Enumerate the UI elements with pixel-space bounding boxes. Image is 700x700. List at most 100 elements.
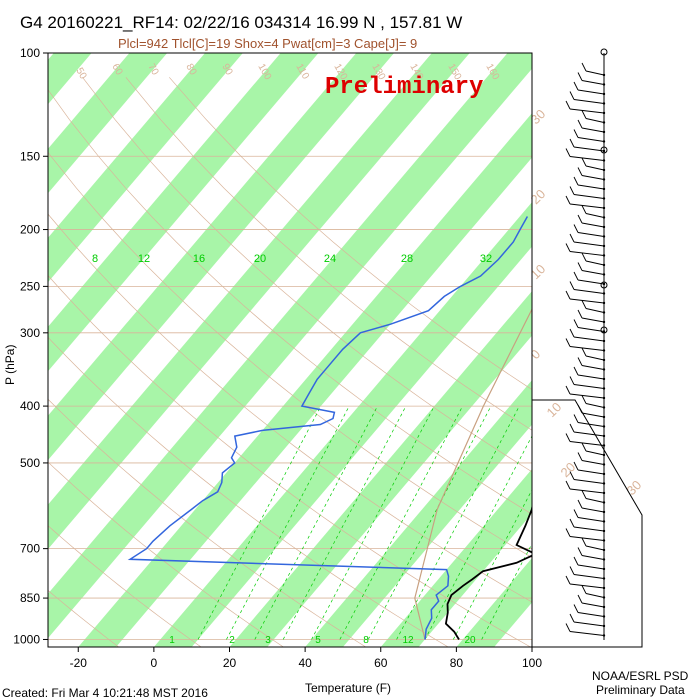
wind-barb-flag (573, 366, 579, 376)
wind-barb (585, 403, 605, 408)
wind-barb (585, 593, 605, 598)
wind-barb (573, 336, 605, 342)
mixing-ratio-line (311, 405, 435, 640)
wind-barb-flag (577, 357, 583, 366)
mixing-ratio-line (254, 405, 378, 640)
wind-station-dot (602, 453, 606, 457)
mixing-ratio-label: 32 (480, 253, 492, 265)
wind-station-dot (602, 349, 606, 352)
mixing-ratio-label: 28 (401, 253, 413, 265)
wind-barb-flag (581, 157, 587, 167)
x-tick-label: 40 (298, 656, 312, 670)
wind-barb-flag (573, 224, 579, 233)
y-tick-label: 100 (20, 46, 40, 60)
calm-wind-circle (600, 326, 608, 334)
wind-station-dot (602, 577, 606, 580)
wind-barb-flag (577, 309, 583, 319)
wind-barb-flag (569, 471, 575, 480)
dry-adiabat-line (48, 589, 119, 647)
wind-barb (573, 479, 605, 484)
wind-barb-flag (565, 100, 571, 110)
wind-barb (569, 583, 605, 589)
mixing-ratio-line (282, 405, 407, 640)
isotherm-label: 70 (145, 62, 160, 78)
dry-adiabat-line (48, 398, 366, 647)
mixing-ratio-label: 12 (402, 635, 414, 646)
wind-barb (585, 450, 605, 456)
dry-adiabat-line (48, 89, 532, 515)
wind-station-dot (602, 206, 606, 210)
wind-barb-flag (569, 233, 575, 243)
skew-isotherm-label: 20 (558, 459, 579, 480)
y-tick-label: 500 (20, 456, 40, 470)
wind-barb (577, 137, 605, 142)
wind-station-dot (602, 539, 606, 542)
wind-barb-flag (581, 585, 587, 594)
wind-barb (585, 165, 605, 171)
wind-barb (577, 469, 605, 475)
wind-barb (581, 222, 605, 228)
wind-barb-flag (573, 414, 579, 423)
wind-barb (569, 631, 605, 636)
isotherm-label: 80 (183, 62, 198, 78)
wind-station-dot (602, 263, 606, 267)
wind-barb (581, 507, 605, 513)
wind-station-dot (602, 377, 606, 381)
wind-station-dot (602, 197, 606, 200)
y-tick-label: 150 (20, 149, 40, 163)
wind-barb (581, 127, 605, 133)
wind-station-dot (602, 510, 606, 514)
wind-station-dot (602, 216, 606, 219)
isotherm-band (48, 53, 92, 105)
wind-station-dot (602, 520, 606, 523)
wind-barb-flag (581, 110, 587, 119)
wind-barb-flag (565, 575, 571, 585)
wind-barb (573, 99, 605, 104)
wind-barb-flag (577, 594, 583, 604)
wind-station-dot (602, 387, 606, 390)
x-tick-label: 100 (522, 656, 542, 670)
isotherm-band (48, 53, 243, 283)
dry-adiabat-line (48, 274, 531, 647)
wind-barb (577, 89, 605, 95)
wind-barb-flag (581, 490, 587, 499)
wind-station-dot (602, 121, 606, 124)
wind-station-dot (602, 254, 606, 257)
wind-station-dot (602, 368, 606, 371)
dry-adiabat-line (169, 77, 532, 390)
wind-barb (577, 232, 605, 237)
wind-barb-flag (581, 300, 587, 309)
y-tick-label: 850 (20, 591, 40, 605)
wind-barb (577, 374, 605, 380)
mixing-ratio-label: 1 (169, 635, 175, 646)
wind-barb-flag (565, 623, 571, 632)
wind-barb-flag (581, 537, 587, 547)
wind-barb (569, 346, 605, 351)
wind-barb-flag (573, 81, 579, 91)
wind-station-dot (602, 102, 606, 105)
wind-barb (585, 260, 605, 266)
x-tick-label: 20 (223, 656, 237, 670)
wind-station-dot (602, 301, 606, 305)
wind-barb (585, 545, 605, 551)
wind-barb (577, 612, 605, 617)
wind-barb-flag (577, 547, 583, 556)
wind-station-dot (602, 491, 606, 495)
wind-barb-flag (569, 281, 575, 290)
wind-barb (569, 203, 605, 209)
wind-barb (573, 289, 605, 294)
wind-barb-flag (565, 480, 571, 490)
mixing-ratio-label: 3 (265, 635, 271, 646)
wind-barb-flag (573, 129, 579, 138)
wind-barb-flag (581, 347, 587, 357)
wind-station-dot (602, 634, 606, 637)
wind-station-dot (602, 311, 606, 314)
isotherm-band (48, 53, 319, 372)
skew-isotherm-label: 10 (544, 399, 565, 420)
profile-series (127, 216, 532, 640)
wind-barb (577, 279, 605, 285)
plot-frame (47, 52, 533, 648)
wind-station-dot (602, 501, 606, 504)
preliminary-data-label: Preliminary Data (596, 683, 685, 697)
